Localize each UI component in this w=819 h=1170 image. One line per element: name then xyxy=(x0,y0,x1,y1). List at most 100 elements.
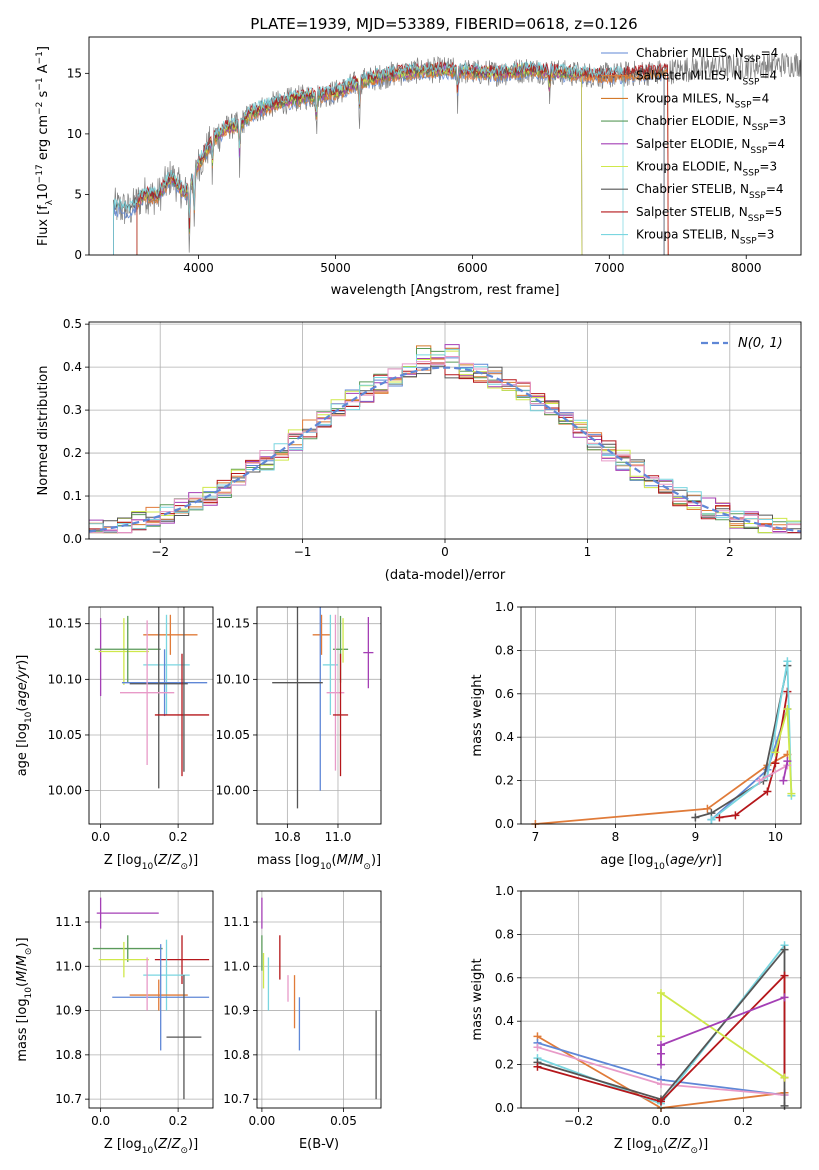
residuals-xtick-label: −1 xyxy=(294,545,312,559)
spectrum-ytick-label: 10 xyxy=(67,127,82,141)
massweight_vs_age-marker xyxy=(771,759,780,768)
age_vs_Z-chart: 0.0 0.2 10.00 10.05 10.10 10.15 Z [log10(Z/Z⊙)… xyxy=(15,606,214,872)
age_vs_Z-point-1 xyxy=(98,618,150,685)
massweight_vs_age-marker xyxy=(787,789,796,798)
massweight_vs_age-series-6 xyxy=(758,764,788,782)
massweight_vs_Z-ytick-label: 1.0 xyxy=(495,884,514,898)
massweight_vs_age-marker xyxy=(703,804,712,813)
mass_vs_Z-point-2 xyxy=(92,935,163,962)
age_vs_mass-xlabel: mass [log10(M/M⊙)] xyxy=(257,853,381,872)
residuals-xlabel: (data-model)/error xyxy=(385,568,506,583)
spectrum-ytick-label: 15 xyxy=(67,66,82,80)
massweight_vs_age-marker xyxy=(783,704,792,713)
massweight_vs_age-series-0 xyxy=(535,753,788,825)
massweight_vs_age-series-4 xyxy=(710,661,793,821)
age_vs_Z-xtick-label: 0.2 xyxy=(169,830,188,844)
mass_vs_Z-frame xyxy=(88,890,214,1109)
residuals-ytick-label: 0.3 xyxy=(63,403,82,417)
massweight_vs_age-ytick-label: 0.6 xyxy=(495,687,514,701)
age_vs_Z-point-6 xyxy=(129,607,188,789)
massweight_vs_Z-ytick-label: 0.2 xyxy=(495,1058,514,1072)
spectrum-model-line-8 xyxy=(113,61,624,255)
massweight_vs_Z-marker xyxy=(657,1097,665,1106)
mass_vs_Z-ytick-label: 11.0 xyxy=(55,959,82,973)
age_vs_Z-ytick-label: 10.10 xyxy=(48,672,82,686)
spectrum-legend-label: Chabrier MILES, NSSP=4 xyxy=(636,46,778,65)
massweight_vs_age-ytick-label: 0.2 xyxy=(495,774,514,788)
mass_vs_EBV-ytick-label: 10.8 xyxy=(223,1048,250,1062)
mass_vs_EBV-ytick-label: 10.9 xyxy=(223,1004,250,1018)
spectrum-frame xyxy=(88,36,802,256)
residuals-chart: −2 −1 0 1 2 0.0 0.1 0.2 0.3 0.4 0.5 N(0, 1) (data-mo… xyxy=(36,317,802,583)
figure-title: PLATE=1939, MJD=53389, FIBERID=0618, z=0… xyxy=(250,15,637,33)
age_vs_mass-xtick-label: 10.8 xyxy=(274,830,301,844)
residuals-histogram-8 xyxy=(89,348,801,534)
spectrum-ylabel: Flux [fλ10−17 erg cm−2 s−1 A−1] xyxy=(35,46,55,246)
massweight_vs_Z-marker xyxy=(780,971,789,980)
massweight_vs_Z-marker xyxy=(657,1049,665,1058)
massweight_vs_Z-marker xyxy=(657,1060,665,1069)
mass_vs_EBV-xlabel: E(B-V) xyxy=(299,1137,339,1152)
residuals-ytick-label: 0.2 xyxy=(63,446,82,460)
residuals-ytick-label: 0.4 xyxy=(63,360,82,374)
age_vs_Z-point-8 xyxy=(154,653,210,777)
massweight_vs_Z-marker xyxy=(533,1043,542,1052)
age_vs_Z-point-2 xyxy=(94,615,161,683)
age_vs_mass-point-3 xyxy=(312,614,331,655)
spectrum-chart: 4000 5000 6000 7000 8000 0 5 10 15 Chabrier MILES… xyxy=(35,36,802,298)
age_vs_mass-ytick-label: 10.00 xyxy=(216,784,250,798)
age_vs_Z-ytick-label: 10.05 xyxy=(48,728,82,742)
massweight_vs_Z-marker xyxy=(780,1073,789,1082)
massweight_vs_age-xlabel: age [log10(age/yr)] xyxy=(600,853,722,872)
massweight_vs_Z-marker xyxy=(657,1041,665,1050)
residuals-ytick-label: 0.1 xyxy=(63,489,82,503)
massweight_vs_age-xtick-label: 7 xyxy=(532,830,540,844)
spectrum-ytick-label: 0 xyxy=(74,248,82,262)
age_vs_mass-point-0 xyxy=(363,617,374,689)
age_vs_Z-ytick-label: 10.15 xyxy=(48,617,82,631)
mass_vs_EBV-xtick-label: 0.05 xyxy=(330,1114,357,1128)
mass_vs_Z-ylabel: mass [log10(M/M⊙)] xyxy=(15,937,34,1061)
massweight_vs_age-ytick-label: 0.0 xyxy=(495,817,514,831)
massweight_vs_Z-marker xyxy=(780,1101,789,1110)
spectrum-xtick-label: 5000 xyxy=(320,261,351,275)
massweight_vs_age-marker xyxy=(783,657,792,666)
residuals-ylabel: Normed distribution xyxy=(36,366,51,496)
age_vs_mass-point-7 xyxy=(326,614,345,771)
mass_vs_Z-ytick-label: 11.1 xyxy=(55,915,82,929)
mass_vs_Z-point-6 xyxy=(129,979,188,1011)
spectrum-legend-label: Kroupa ELODIE, NSSP=3 xyxy=(636,160,777,179)
massweight_vs_age-marker xyxy=(715,813,724,822)
massweight_vs_age-marker xyxy=(707,815,716,824)
spectrum-xtick-label: 6000 xyxy=(457,261,488,275)
residuals-ytick-label: 0.5 xyxy=(63,317,82,331)
residuals-ytick-label: 0.0 xyxy=(63,532,82,546)
massweight_vs_Z-ytick-label: 0.0 xyxy=(495,1101,514,1115)
massweight_vs_Z-ylabel: mass weight xyxy=(470,958,485,1040)
age_vs_Z-ytick-label: 10.00 xyxy=(48,784,82,798)
spectrum-ytick-label: 5 xyxy=(74,187,82,201)
spectrum-xlabel: wavelength [Angstrom, rest frame] xyxy=(331,283,560,298)
residuals-normal-curve xyxy=(88,366,802,533)
massweight_vs_Z-marker xyxy=(657,1080,665,1089)
spectrum-xtick-label: 4000 xyxy=(183,261,214,275)
mass_vs_Z-xtick-label: 0.0 xyxy=(91,1114,110,1128)
massweight_vs_age-xtick-label: 10 xyxy=(768,830,783,844)
spectrum-legend-label: Kroupa MILES, NSSP=4 xyxy=(636,91,769,110)
age_vs_mass-ytick-label: 10.05 xyxy=(216,728,250,742)
age_vs_Z-point-3 xyxy=(143,614,198,655)
massweight_vs_Z-xlabel: Z [log10(Z/Z⊙)] xyxy=(614,1137,708,1156)
massweight_vs_age-marker xyxy=(755,776,764,785)
mass_vs_EBV-ytick-label: 10.7 xyxy=(223,1092,250,1106)
age_vs_mass-ytick-label: 10.10 xyxy=(216,672,250,686)
massweight_vs_age-marker xyxy=(779,776,788,785)
massweight_vs_Z-chart: −0.2 0.0 0.2 0.0 0.2 0.4 0.6 0.8 1.0 Z [log10(Z/Z… xyxy=(470,884,802,1156)
mass_vs_Z-ytick-label: 10.8 xyxy=(55,1048,82,1062)
mass_vs_EBV-chart: 0.00 0.05 10.7 10.8 10.9 11.0 11.1 E(B-V) xyxy=(223,890,382,1152)
residuals-xtick-label: −2 xyxy=(151,545,169,559)
mass_vs_Z-xlabel: Z [log10(Z/Z⊙)] xyxy=(104,1137,198,1156)
massweight_vs_Z-xtick-label: −0.2 xyxy=(564,1114,593,1128)
mass_vs_EBV-ytick-label: 11.0 xyxy=(223,959,250,973)
spectrum-legend-label: Chabrier STELIB, NSSP=4 xyxy=(636,182,784,201)
